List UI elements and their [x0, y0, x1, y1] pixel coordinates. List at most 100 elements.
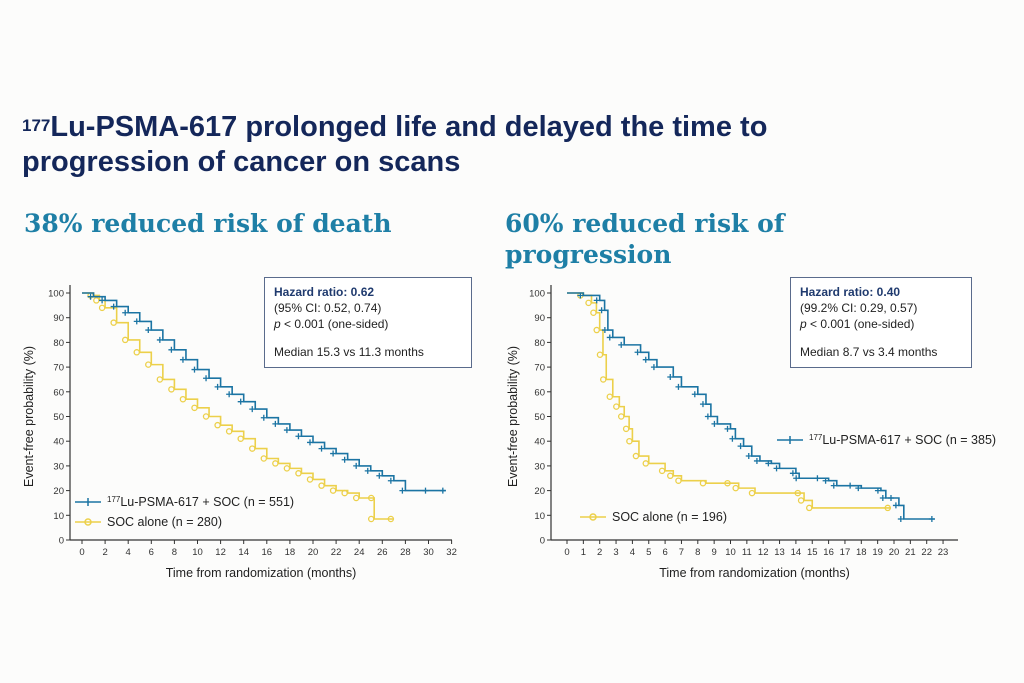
censor-mark [283, 465, 291, 472]
censor-mark [283, 427, 290, 434]
left-subtitle: 38% reduced risk of death [24, 209, 392, 238]
os-legend-lu: 177Lu-PSMA-617 + SOC (n = 551) [75, 495, 294, 509]
censor-mark [634, 349, 641, 356]
censor-mark [87, 293, 94, 300]
censor-mark [272, 420, 279, 427]
censor-mark [341, 489, 348, 497]
x-tick-label: 9 [712, 547, 717, 558]
censor-mark [617, 413, 625, 420]
censor-mark [765, 460, 772, 467]
x-tick-label: 11 [742, 547, 752, 558]
censor-mark [650, 364, 657, 371]
censor-mark [596, 351, 604, 358]
censor-mark [399, 487, 406, 494]
censor-mark [225, 428, 233, 435]
p-text: < 0.001 (one-sided) [280, 317, 389, 331]
censor-mark [260, 414, 267, 421]
censor-mark [667, 373, 674, 380]
censor-mark [874, 487, 881, 494]
x-tick-label: 16 [823, 547, 834, 558]
censor-mark [732, 484, 739, 492]
x-tick-label: 30 [423, 547, 434, 558]
censor-mark [307, 439, 313, 446]
x-tick-label: 13 [774, 547, 785, 558]
censor-mark [439, 487, 446, 494]
x-tick-label: 22 [921, 547, 932, 558]
y-tick-label: 10 [53, 511, 64, 522]
censor-mark [606, 334, 613, 341]
legend-label: SOC alone (n = 280) [107, 515, 222, 529]
x-tick-label: 18 [285, 547, 296, 558]
censor-mark [855, 485, 862, 492]
censor-mark [675, 383, 682, 390]
censor-mark [110, 303, 117, 310]
censor-mark [237, 435, 244, 442]
censor-mark [599, 376, 607, 383]
censor-mark [577, 292, 584, 299]
censor-mark [814, 475, 821, 482]
censor-mark [618, 341, 625, 348]
censor-mark [711, 420, 718, 427]
title-superscript: 177 [22, 116, 51, 135]
legend-label: 177Lu-PSMA-617 + SOC (n = 385) [809, 433, 997, 447]
censor-mark [341, 456, 348, 463]
pfs-legend-lu: 177Lu-PSMA-617 + SOC (n = 385) [777, 433, 996, 447]
censor-mark [110, 319, 117, 326]
circle-marker-icon [580, 513, 606, 521]
os-p-value: p < 0.001 (one-sided) [274, 316, 461, 332]
censor-mark [658, 467, 666, 475]
censor-mark [691, 391, 698, 398]
censor-mark [295, 470, 302, 477]
y-tick-label: 70 [53, 363, 64, 374]
censor-mark [93, 297, 100, 304]
censor-mark [847, 482, 854, 489]
censor-mark [888, 495, 894, 502]
censor-mark [806, 504, 813, 512]
x-tick-label: 5 [646, 547, 651, 558]
y-tick-label: 40 [53, 437, 64, 448]
y-tick-label: 70 [534, 363, 545, 374]
y-tick-label: 30 [534, 461, 545, 472]
x-tick-label: 18 [856, 547, 867, 558]
censor-mark [590, 309, 597, 317]
censor-mark [830, 482, 837, 489]
censor-mark [892, 502, 899, 509]
x-tick-label: 20 [889, 547, 900, 558]
censor-mark [133, 318, 140, 325]
y-tick-label: 90 [53, 313, 64, 324]
censor-mark [642, 460, 650, 467]
censor-mark [642, 356, 649, 363]
x-tick-label: 26 [377, 547, 388, 558]
p-text: < 0.001 (one-sided) [806, 317, 915, 331]
censor-mark [156, 336, 163, 343]
censor-mark [376, 472, 383, 479]
censor-mark [122, 309, 129, 316]
censor-mark [724, 479, 731, 487]
censor-mark [203, 375, 210, 382]
y-tick-label: 90 [534, 313, 545, 324]
censor-mark [330, 450, 337, 457]
censor-mark [318, 482, 325, 489]
y-tick-label: 20 [53, 486, 64, 497]
censor-mark [704, 413, 711, 420]
censor-mark [318, 445, 325, 452]
censor-mark [295, 433, 302, 440]
y-tick-label: 50 [53, 412, 64, 423]
y-tick-label: 0 [540, 536, 545, 547]
legend-label: SOC alone (n = 196) [612, 510, 727, 524]
censor-mark [133, 349, 140, 356]
censor-mark [272, 460, 279, 467]
x-tick-label: 3 [613, 547, 618, 558]
censor-mark [606, 393, 614, 400]
os-stats-box: Hazard ratio: 0.62 (95% CI: 0.52, 0.74) … [264, 277, 472, 368]
os-median: Median 15.3 vs 11.3 months [274, 345, 424, 359]
os-hazard-ratio: Hazard ratio: 0.62 [274, 285, 375, 299]
censor-mark [879, 495, 886, 502]
x-tick-label: 0 [79, 547, 84, 558]
censor-mark [675, 477, 682, 484]
soc-curve [567, 292, 891, 509]
censor-mark [789, 470, 796, 477]
censor-mark [214, 383, 221, 390]
censor-mark [260, 455, 268, 462]
x-tick-label: 8 [172, 547, 177, 558]
